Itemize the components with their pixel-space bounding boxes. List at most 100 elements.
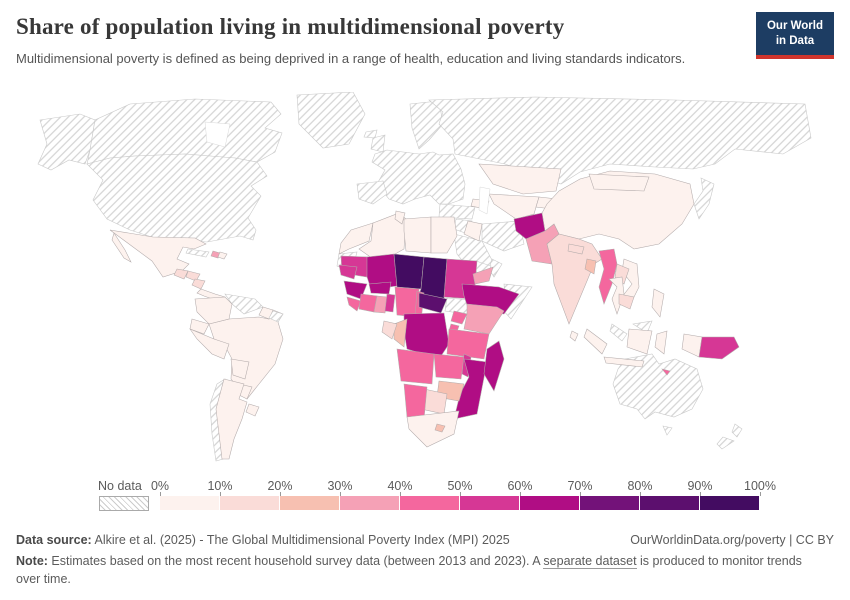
legend-tickmark (700, 492, 701, 496)
country-myanmar[interactable] (598, 248, 618, 305)
country-nepal[interactable] (567, 243, 585, 255)
country-europe-mainland[interactable] (371, 149, 466, 205)
country-greenland[interactable] (296, 92, 366, 149)
owid-url-link[interactable]: OurWorldinData.org/poverty | CC BY (630, 533, 834, 547)
country-ecuador[interactable] (189, 318, 210, 335)
country-indonesia-borneo[interactable] (626, 328, 653, 355)
country-kenya[interactable] (463, 303, 505, 335)
country-mexico-baja[interactable] (111, 232, 132, 263)
legend-bar (160, 496, 760, 510)
country-mongolia[interactable] (588, 173, 650, 192)
legend-bin-0-10%[interactable] (160, 496, 220, 510)
footer-note: Note: Estimates based on the most recent… (16, 552, 826, 588)
country-benin[interactable] (384, 293, 396, 313)
country-argentina[interactable] (215, 378, 248, 460)
country-russia[interactable] (428, 96, 812, 185)
country-tanzania[interactable] (446, 328, 490, 360)
legend-tickmark (340, 492, 341, 496)
country-gabon[interactable] (381, 320, 398, 340)
world-choropleth-map[interactable] (35, 92, 815, 470)
country-angola[interactable] (396, 348, 435, 385)
country-united-states[interactable] (86, 153, 268, 243)
legend-no-data-swatch[interactable] (99, 496, 149, 511)
country-turkey[interactable] (438, 203, 476, 220)
page-title: Share of population living in multidimen… (16, 14, 565, 39)
country-iraq[interactable] (463, 220, 483, 242)
caspian-sea (478, 186, 491, 215)
country-indonesia-sulawesi[interactable] (654, 330, 668, 355)
separate-dataset-link[interactable]: separate dataset (543, 554, 637, 569)
country-timor-leste[interactable] (661, 368, 671, 376)
country-thailand[interactable] (608, 276, 625, 315)
legend-tickmark (400, 492, 401, 496)
country-bolivia[interactable] (230, 358, 250, 380)
country-libya[interactable] (403, 216, 432, 254)
legend-bin-80-90%[interactable] (640, 496, 700, 510)
legend-bin-10-20%[interactable] (220, 496, 280, 510)
legend-bin-40-50%[interactable] (400, 496, 460, 510)
country-sierra-leone[interactable] (346, 296, 362, 312)
owid-logo-line1: Our World (766, 20, 823, 33)
country-colombia[interactable] (194, 296, 233, 325)
country-indonesia-java[interactable] (603, 356, 645, 368)
country-niger[interactable] (393, 253, 425, 290)
country-zambia[interactable] (433, 353, 465, 380)
country-tunisia[interactable] (394, 210, 406, 225)
country-madagascar[interactable] (483, 340, 505, 392)
country-guatemala[interactable] (173, 268, 189, 280)
country-alaska[interactable] (37, 113, 96, 171)
country-japan[interactable] (693, 177, 715, 220)
country-scandinavia[interactable] (409, 100, 444, 150)
legend-tick-80%: 80% (627, 479, 653, 493)
country-dominican-republic[interactable] (217, 251, 228, 260)
country-french-guiana[interactable] (268, 310, 284, 323)
legend-no-data-label: No data (98, 479, 142, 493)
legend-bin-20-30%[interactable] (280, 496, 340, 510)
country-kazakhstan[interactable] (478, 163, 562, 195)
country-australia[interactable] (612, 353, 704, 420)
country-ghana[interactable] (373, 295, 388, 314)
legend-bin-50-60%[interactable] (460, 496, 520, 510)
country-malaysia-borneo[interactable] (632, 320, 653, 334)
owid-logo[interactable]: Our World in Data (756, 12, 834, 59)
legend-bin-30-40%[interactable] (340, 496, 400, 510)
country-namibia[interactable] (403, 383, 428, 420)
country-south-africa[interactable] (406, 410, 460, 448)
country-bangladesh[interactable] (584, 258, 597, 275)
country-new-zealand-south[interactable] (716, 436, 735, 450)
country-malaysia[interactable] (609, 323, 628, 342)
country-indonesia-papua[interactable] (681, 333, 703, 358)
country-yemen[interactable] (472, 266, 494, 285)
country-iran[interactable] (481, 220, 525, 252)
country-venezuela[interactable] (224, 293, 264, 315)
country-peru[interactable] (189, 328, 230, 360)
country-lesotho[interactable] (434, 423, 446, 433)
legend-bin-90-100%[interactable] (700, 496, 760, 510)
country-uruguay[interactable] (245, 403, 260, 417)
country-congo[interactable] (393, 318, 408, 348)
country-iberia[interactable] (356, 180, 388, 205)
country-guyana[interactable] (258, 306, 274, 320)
country-nicaragua[interactable] (191, 278, 206, 290)
country-papua-new-guinea[interactable] (698, 336, 740, 360)
country-cuba[interactable] (185, 248, 210, 258)
country-haiti[interactable] (210, 250, 221, 259)
country-indonesia-sumatra[interactable] (583, 328, 608, 355)
country-burkina-faso[interactable] (368, 281, 392, 295)
country-uganda[interactable] (450, 310, 468, 325)
legend-bin-60-70%[interactable] (520, 496, 580, 510)
legend-tick-10%: 10% (207, 479, 233, 493)
country-tasmania[interactable] (662, 425, 673, 436)
country-iceland[interactable] (363, 129, 378, 139)
country-egypt[interactable] (430, 216, 458, 254)
country-cambodia[interactable] (618, 293, 635, 310)
legend-tick-labels: 0% 10% 20% 30% 40% 50% 60% 70% 80% 90% 100% (151, 479, 776, 496)
chart-subtitle: Multidimensional poverty is defined as b… (16, 51, 686, 66)
country-sri-lanka[interactable] (569, 330, 579, 342)
country-new-zealand-north[interactable] (731, 423, 743, 438)
country-philippines[interactable] (651, 288, 665, 318)
legend-tickmark (280, 492, 281, 496)
country-mexico[interactable] (109, 229, 207, 278)
country-senegal[interactable] (338, 264, 358, 280)
legend-bin-70-80%[interactable] (580, 496, 640, 510)
